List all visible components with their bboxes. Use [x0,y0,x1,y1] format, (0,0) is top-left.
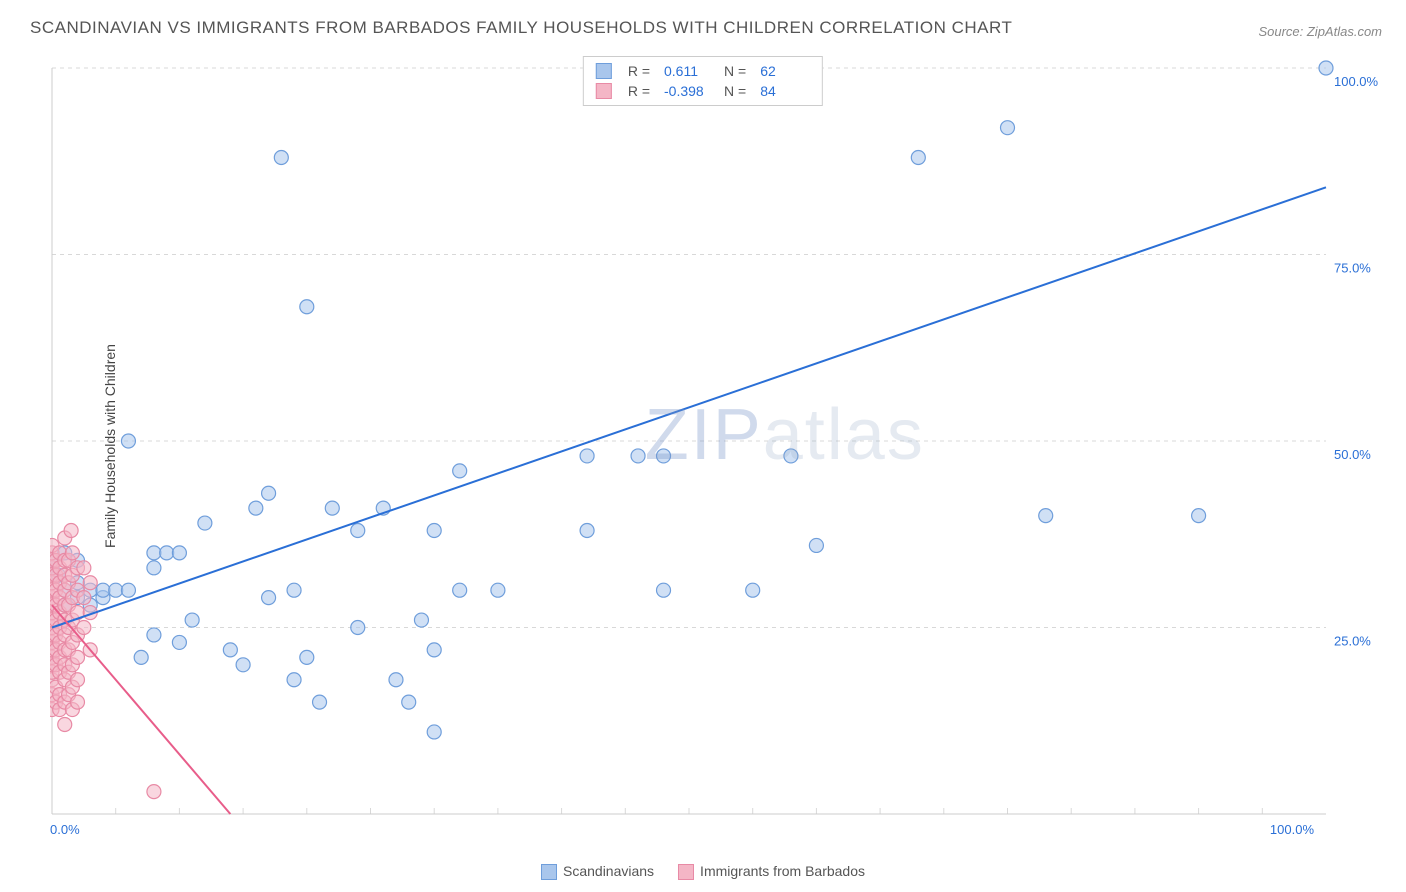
n-label: N = [724,83,746,99]
chart-area: 25.0%50.0%75.0%100.0%0.0%100.0% ZIPatlas [50,60,1386,842]
legend-swatch-icon [678,864,694,880]
legend-swatch-icon [596,83,612,99]
scatter-chart: 25.0% 50.0% 75.0% 100.0% 0.0% 100.0% [50,60,1386,842]
legend-item: Scandinavians [541,863,654,880]
svg-text:25.0%: 25.0% [1334,634,1371,649]
n-label: N = [724,63,746,79]
series-legend: Scandinavians Immigrants from Barbados [541,863,865,880]
svg-text:100.0%: 100.0% [1334,74,1379,89]
svg-text:100.0%: 100.0% [1270,822,1315,837]
r-value: -0.398 [664,83,714,99]
svg-text:75.0%: 75.0% [1334,261,1371,276]
n-value: 62 [760,63,810,79]
correlation-legend-row: R = -0.398 N = 84 [596,81,810,101]
legend-label: Immigrants from Barbados [700,863,865,879]
r-label: R = [628,83,650,99]
svg-text:50.0%: 50.0% [1334,447,1371,462]
source-attribution: Source: ZipAtlas.com [1258,24,1382,39]
legend-swatch-icon [541,864,557,880]
legend-label: Scandinavians [563,863,654,879]
correlation-legend-row: R = 0.611 N = 62 [596,61,810,81]
n-value: 84 [760,83,810,99]
legend-swatch-icon [596,63,612,79]
chart-title: SCANDINAVIAN VS IMMIGRANTS FROM BARBADOS… [30,18,1012,38]
correlation-legend: R = 0.611 N = 62 R = -0.398 N = 84 [583,56,823,106]
legend-item: Immigrants from Barbados [678,863,865,880]
r-value: 0.611 [664,63,714,79]
svg-text:0.0%: 0.0% [50,822,80,837]
r-label: R = [628,63,650,79]
